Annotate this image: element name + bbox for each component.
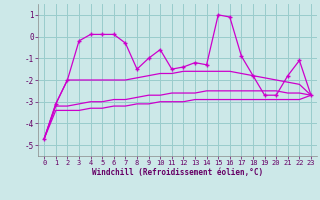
X-axis label: Windchill (Refroidissement éolien,°C): Windchill (Refroidissement éolien,°C) — [92, 168, 263, 177]
